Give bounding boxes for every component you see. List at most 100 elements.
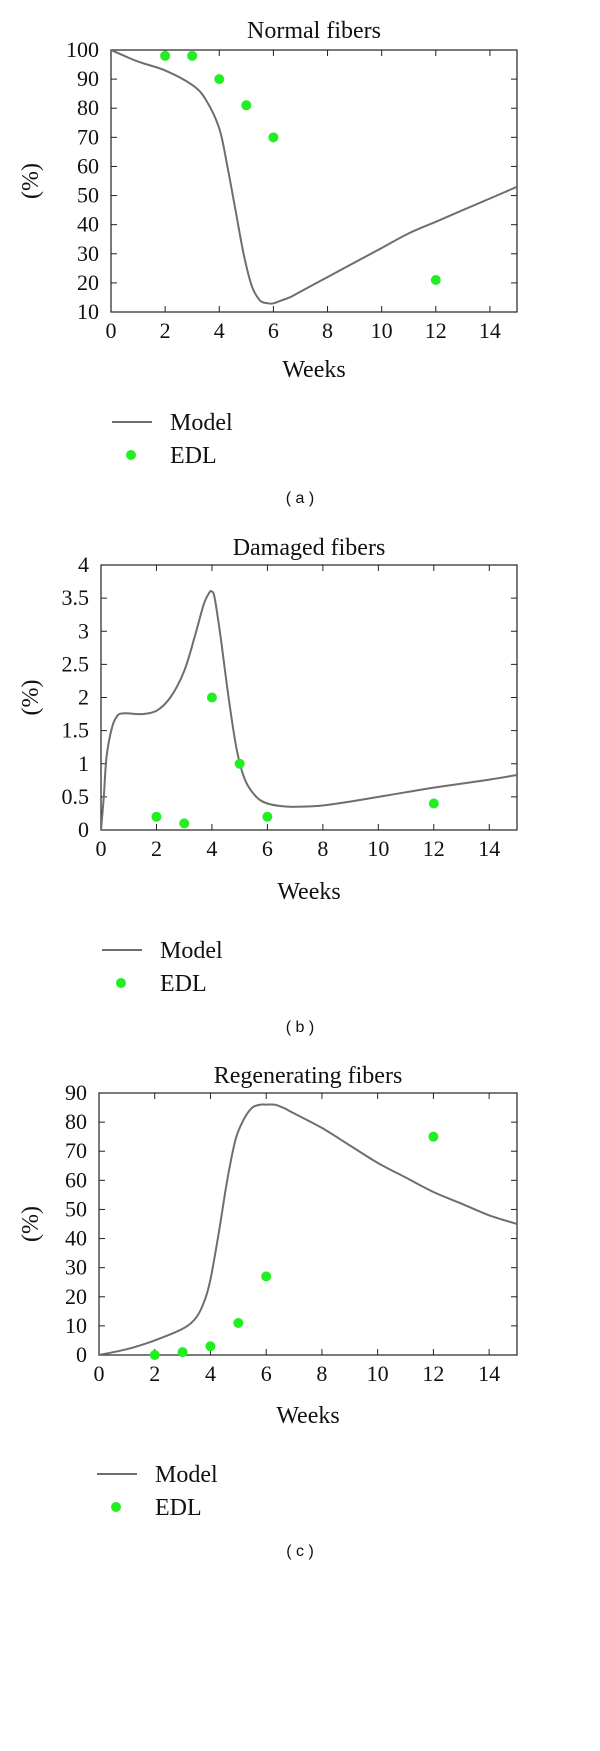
chart-title: Normal fibers	[247, 18, 381, 44]
y-tick-label: 100	[66, 37, 99, 62]
y-tick-label: 3.5	[62, 585, 90, 610]
x-axis-label: Weeks	[282, 357, 345, 383]
panel-caption: ( b )	[286, 1019, 314, 1036]
edl-data-point	[179, 818, 190, 829]
x-tick-label: 14	[478, 1361, 500, 1386]
edl-data-point	[233, 1317, 244, 1328]
y-tick-label: 1	[78, 751, 89, 776]
x-tick-label: 0	[94, 1361, 105, 1386]
plot-frame	[110, 49, 518, 313]
y-tick-label: 80	[77, 95, 99, 120]
y-tick-label: 1.5	[62, 718, 90, 743]
legend-edl-swatch	[111, 1502, 121, 1512]
y-axis-label: (%)	[18, 680, 44, 716]
edl-data-point	[149, 1350, 160, 1360]
edl-data-point	[177, 1347, 188, 1358]
model-series-line	[101, 589, 517, 830]
y-axis-label: (%)	[18, 1206, 44, 1242]
y-tick-label: 60	[65, 1167, 87, 1192]
x-tick-label: 14	[479, 318, 501, 343]
edl-data-point	[262, 811, 273, 822]
edl-data-point	[234, 758, 245, 769]
legend-edl-swatch	[116, 978, 126, 988]
edl-data-point	[428, 1131, 439, 1142]
x-tick-label: 0	[96, 836, 107, 861]
panel-caption: ( c )	[286, 1543, 314, 1560]
x-tick-label: 4	[206, 836, 217, 861]
panel-caption: ( a )	[286, 490, 314, 507]
model-series-line	[99, 1103, 517, 1355]
y-tick-label: 50	[65, 1196, 87, 1221]
x-tick-label: 12	[422, 1361, 444, 1386]
x-tick-label: 2	[151, 836, 162, 861]
chart-panel-2: Regenerating fibers 0 2 4 6 8 10 12 14 0 10 20 30 40 5…	[18, 1063, 518, 1560]
x-tick-label: 8	[316, 1361, 327, 1386]
x-tick-label: 8	[317, 836, 328, 861]
edl-data-point	[160, 50, 171, 61]
legend-model-label: Model	[160, 938, 223, 964]
y-tick-label: 4	[78, 552, 89, 577]
edl-data-point	[187, 50, 198, 61]
y-tick-label: 20	[77, 270, 99, 295]
x-tick-label: 2	[160, 318, 171, 343]
y-tick-label: 0	[76, 1342, 87, 1367]
y-tick-label: 0.5	[62, 784, 90, 809]
x-tick-label: 12	[423, 836, 445, 861]
legend-edl-label: EDL	[160, 971, 207, 997]
y-tick-label: 90	[65, 1080, 87, 1105]
edl-data-point	[261, 1271, 272, 1282]
y-axis-label: (%)	[18, 163, 44, 199]
y-tick-label: 0	[78, 817, 89, 842]
edl-data-point	[268, 132, 279, 143]
y-tick-label: 30	[77, 241, 99, 266]
chart-panel-0: Normal fibers 0 2 4 6 8 10 12 14 10 20 30 40 50 60 70 80…	[18, 18, 518, 507]
x-tick-label: 6	[261, 1361, 272, 1386]
y-tick-label: 40	[77, 212, 99, 237]
x-tick-label: 14	[478, 836, 500, 861]
y-tick-label: 70	[77, 124, 99, 149]
legend-model-label: Model	[170, 410, 233, 436]
x-tick-label: 0	[106, 318, 117, 343]
legend-edl-label: EDL	[155, 1495, 202, 1521]
edl-data-point	[151, 811, 162, 822]
y-tick-label: 40	[65, 1226, 87, 1251]
y-tick-label: 10	[77, 299, 99, 324]
y-tick-label: 3	[78, 618, 89, 643]
edl-data-point	[206, 692, 217, 703]
x-tick-label: 8	[322, 318, 333, 343]
y-tick-label: 2.5	[62, 651, 90, 676]
edl-data-point	[205, 1341, 216, 1352]
x-axis-label: Weeks	[276, 1403, 339, 1429]
y-tick-label: 70	[65, 1138, 87, 1163]
edl-data-point	[241, 100, 252, 111]
x-tick-label: 6	[268, 318, 279, 343]
x-tick-label: 2	[149, 1361, 160, 1386]
plot-frame	[98, 1092, 518, 1356]
plot-frame	[100, 564, 518, 831]
x-tick-label: 10	[367, 1361, 389, 1386]
x-tick-label: 10	[367, 836, 389, 861]
x-tick-label: 10	[371, 318, 393, 343]
y-tick-label: 90	[77, 66, 99, 91]
chart-title: Damaged fibers	[233, 535, 386, 561]
legend-edl-label: EDL	[170, 443, 217, 469]
chart-title: Regenerating fibers	[214, 1063, 403, 1089]
y-tick-label: 10	[65, 1313, 87, 1338]
legend-model-label: Model	[155, 1462, 218, 1488]
y-tick-label: 80	[65, 1109, 87, 1134]
x-axis-label: Weeks	[277, 879, 340, 905]
x-tick-label: 4	[205, 1361, 216, 1386]
y-tick-label: 30	[65, 1255, 87, 1280]
x-tick-label: 12	[425, 318, 447, 343]
edl-data-point	[430, 274, 441, 285]
y-tick-label: 60	[77, 153, 99, 178]
chart-panel-1: Damaged fibers 0 2 4 6 8 10 12 14 0 0.5 1 1.5 2 2.5 3 3.…	[18, 535, 518, 1036]
y-tick-label: 50	[77, 183, 99, 208]
y-tick-label: 2	[78, 685, 89, 710]
edl-data-point	[428, 798, 439, 809]
model-series-line	[111, 50, 517, 305]
x-tick-label: 4	[214, 318, 225, 343]
edl-data-point	[214, 74, 225, 85]
legend-edl-swatch	[126, 450, 136, 460]
